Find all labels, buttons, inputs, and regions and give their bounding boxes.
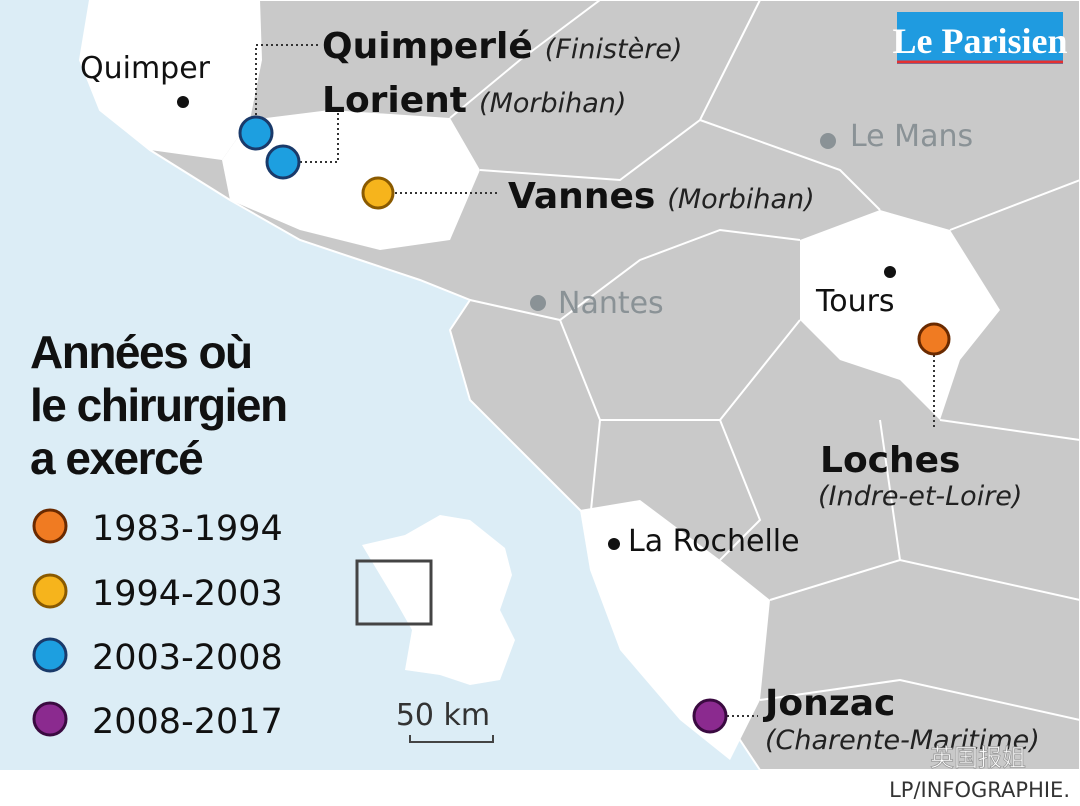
site-name: Jonzac [762,683,895,724]
city-dot [177,96,189,108]
credit: LP/INFOGRAPHIE. [889,778,1070,802]
department-charente-maritime [580,500,770,760]
site-department: (Finistère) [545,34,683,65]
legend-swatch [32,637,68,673]
city-dot [608,538,620,550]
site-label: Lorient (Morbihan) [322,80,626,121]
watermark: 英国报姐 [930,744,1026,772]
leader-lines [255,44,935,717]
site-name: Quimperlé [322,26,533,67]
legend-label: 1983-1994 [92,509,283,549]
department-finistere [80,0,262,160]
site-name: Vannes [508,176,655,217]
legend-title: a exercé [30,432,203,484]
site-marker [917,322,951,356]
site-marker [238,115,274,151]
city-dot [820,133,836,149]
department-borders [449,0,1080,721]
legend-title: le chirurgien [30,379,287,431]
site-label: Vannes (Morbihan) [508,176,815,217]
city-label: Quimper [80,51,211,86]
site-marker [265,144,301,180]
city-label: Tours [815,284,895,319]
site-department: (Indre-et-Loire) [818,481,1022,512]
legend-swatch [32,508,68,544]
city-label: Le Mans [850,119,973,154]
legend-swatch [32,701,68,737]
department-indre-et-loire [800,210,1000,420]
city-label: Nantes [558,286,664,321]
legend-swatch [32,573,68,609]
city-dot [530,295,546,311]
inset-frame [355,559,433,626]
site-department: (Charente-Maritime) [765,725,1040,756]
scale-label: 50 km [396,698,490,733]
site-name: Lorient [322,80,467,121]
scale-bar [409,735,494,743]
legend-label: 2003-2008 [92,638,283,678]
legend-title: Années où [30,326,252,378]
site-label: Quimperlé (Finistère) [322,26,682,67]
site-marker [361,176,395,210]
site-marker [692,698,728,734]
logo-box [897,12,1063,64]
logo: Le Parisien [893,21,1068,61]
city-label: La Rochelle [628,524,800,559]
site-name: Loches [820,440,960,481]
footer-band [0,770,1080,806]
city-dot [884,266,896,278]
legend-label: 1994-2003 [92,574,283,614]
legend-label: 2008-2017 [92,702,283,742]
site-department: (Morbihan) [479,88,626,119]
site-department: (Morbihan) [667,184,814,215]
france-inset [362,515,515,685]
